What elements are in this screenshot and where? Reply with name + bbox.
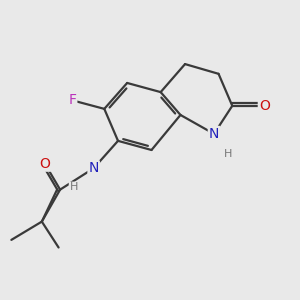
Text: O: O [39, 157, 50, 171]
Text: H: H [224, 149, 232, 159]
Text: N: N [88, 161, 99, 175]
Text: N: N [209, 127, 219, 141]
Text: F: F [68, 93, 76, 107]
Text: O: O [259, 99, 270, 113]
Text: H: H [70, 182, 78, 193]
